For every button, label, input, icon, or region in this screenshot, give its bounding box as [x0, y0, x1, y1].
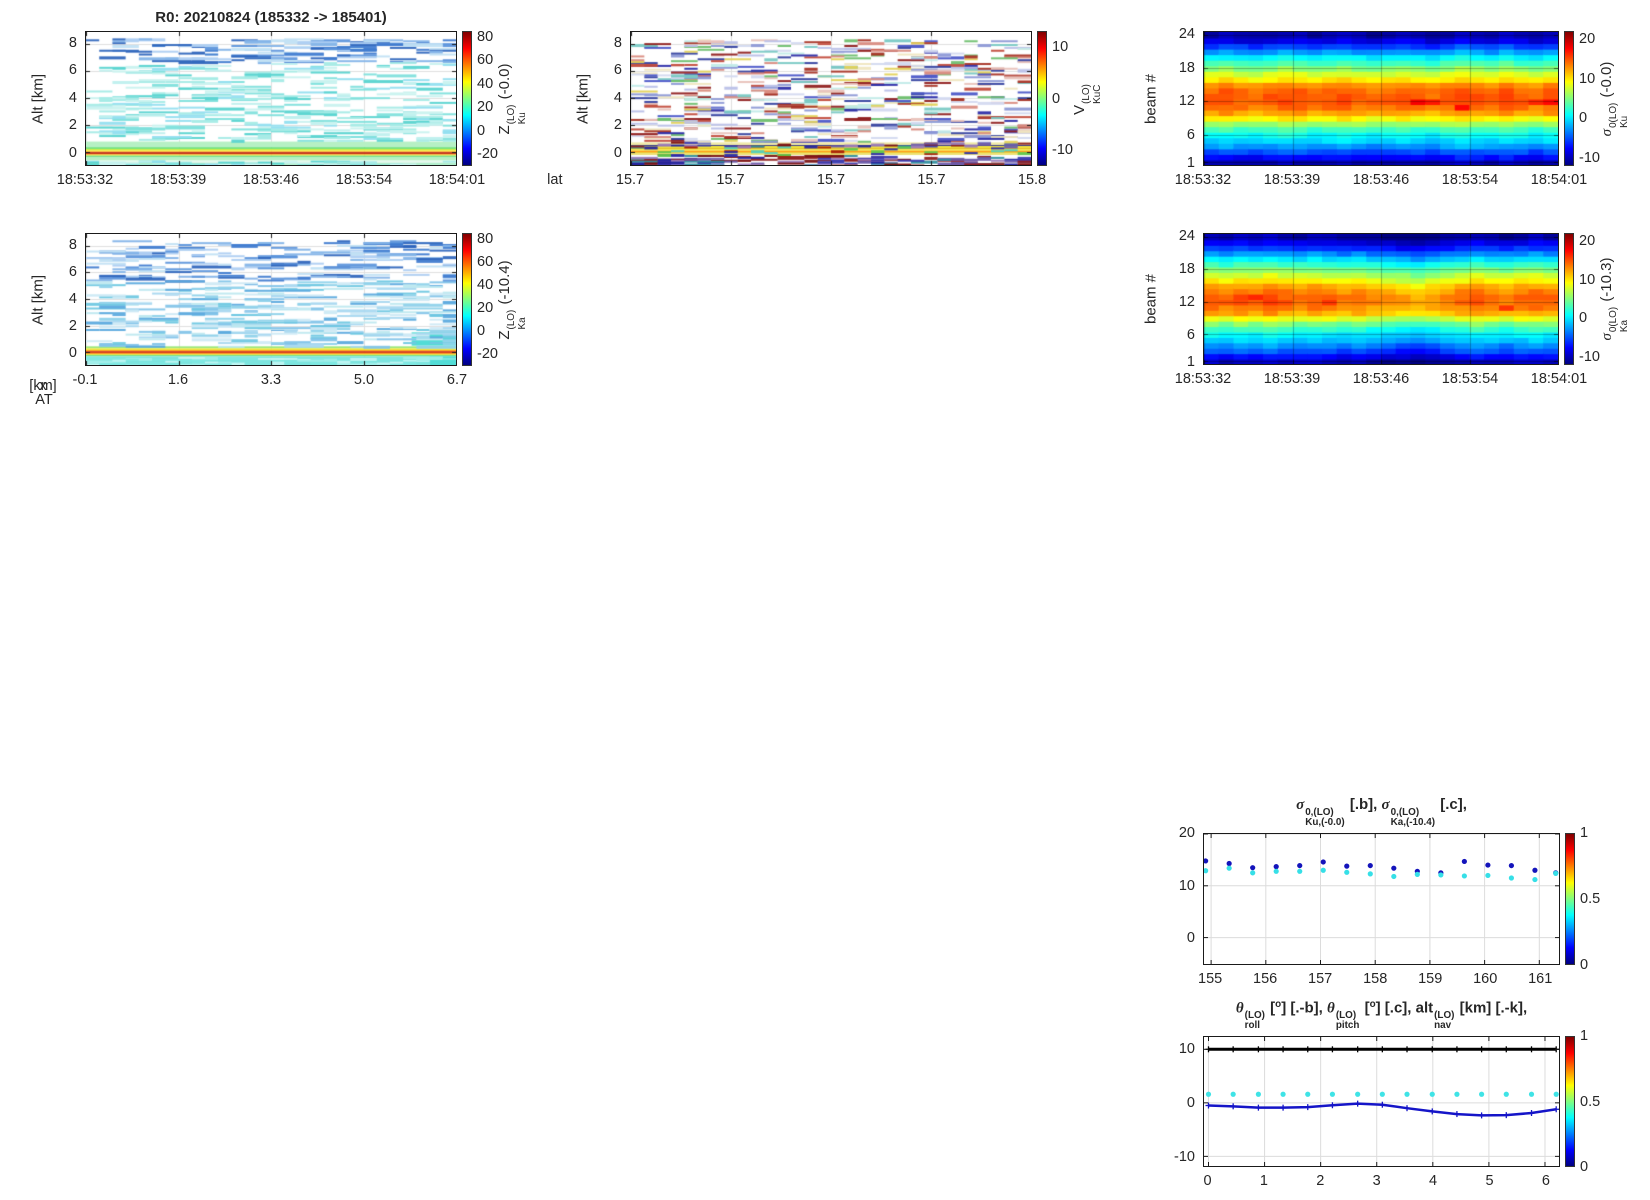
- doppler-velocity-canvas: [631, 32, 1031, 165]
- plot-area: [1203, 833, 1560, 965]
- y-tick-labels: 24 18 12 6 1: [1178, 25, 1195, 172]
- x-tick-labels: 18:53:32 18:53:39 18:53:46 18:53:54 18:54:01: [56, 172, 486, 188]
- plot-area: [1203, 233, 1559, 365]
- colorbar-tick-labels: 80 60 40 20 0 -20: [477, 230, 498, 363]
- colorbar: [462, 31, 472, 166]
- colorbar-tick-labels: 20 10 0 -10: [1579, 30, 1600, 167]
- plot-area: [85, 233, 457, 366]
- colorbar-label: Z (LO) Ka (-10.4): [496, 259, 528, 340]
- figure-title: R0: 20210824 (185332 -> 185401): [155, 9, 387, 26]
- panel-reflectivity-ku-time: R0: 20210824 (185332 -> 185401) Alt [km]…: [30, 9, 528, 188]
- x-tick-labels: 18:53:32 18:53:39 18:53:46 18:53:54 18:54:01: [1174, 371, 1588, 387]
- y-axis-label: beam #: [1142, 273, 1160, 325]
- colorbar-tick-labels: 1 0.5 0: [1580, 825, 1601, 973]
- plot-area: [1203, 31, 1559, 166]
- reflectivity-ku-canvas: [86, 32, 456, 165]
- panel-sigma0-scatter: σ 0,(LO) Ku,(-0.0) [.b], σ 0,(LO) Ka,(-10.4)…: [1179, 796, 1600, 987]
- colorbar: [1037, 31, 1047, 166]
- x-tick-labels: x AT [km] -0.1 1.6 3.3 5.0 6.7: [29, 372, 468, 408]
- colorbar: [462, 233, 472, 366]
- y-tick-labels: 24 18 12 6 1: [1178, 227, 1195, 371]
- y-tick-labels: 10 0 -10: [1174, 1040, 1195, 1166]
- x-axis-label: lat: [547, 172, 563, 188]
- sigma0-scatter-plot: [1204, 834, 1559, 964]
- plot-area: [85, 31, 457, 166]
- colorbar: [1564, 31, 1574, 166]
- colorbar: [1565, 1036, 1575, 1167]
- colorbar-label: V (LO) KuC: [1071, 83, 1103, 115]
- colorbar: [1565, 833, 1575, 965]
- reflectivity-ka-canvas: [86, 234, 456, 365]
- colorbar-label: σ 0(LO) Ku (-0.0): [1598, 61, 1630, 136]
- x-tick-labels: 155 156 157 158 159 160 161: [1198, 971, 1553, 987]
- chart-title: θ (LO) roll [o] [.-b], θ (LO) pitch [o] [.c]…: [1235, 998, 1528, 1031]
- chart-title: σ 0,(LO) Ku,(-0.0) [.b], σ 0,(LO) Ka,(-10.4)…: [1296, 796, 1467, 828]
- colorbar-label: σ 0(LO) Ka (-10.3): [1598, 257, 1630, 341]
- panel-sigma0-ku-beams: beam # 24 18 12 6 1 18:53:32 18:53:39 18:53:46…: [1143, 26, 1630, 188]
- attitude-lines-plot: [1204, 1037, 1559, 1166]
- panel-sigma0-ka-beams: beam # 24 18 12 6 1 18:53:32 18:53:39 18:53:46…: [1143, 228, 1630, 387]
- sigma0-ku-heatmap-canvas: [1204, 32, 1558, 165]
- sigma0-ka-heatmap-canvas: [1204, 234, 1558, 364]
- y-axis-label: beam #: [1142, 73, 1160, 124]
- x-tick-labels: lat 15.7 15.7 15.7 15.7 15.8: [547, 166, 1046, 190]
- colorbar-tick-labels: 10 0 -10: [1052, 38, 1073, 159]
- colorbar-tick-labels: 1 0.5 0: [1580, 1028, 1601, 1175]
- y-tick-labels: 20 10 0: [1178, 825, 1195, 947]
- plot-area: [630, 31, 1032, 166]
- plot-area: [1203, 1036, 1560, 1167]
- colorbar-tick-labels: 20 10 0 -10: [1579, 232, 1600, 366]
- colorbar: [1564, 233, 1574, 365]
- colorbar-tick-labels: 80 60 40 20 0 -20: [477, 28, 498, 163]
- colorbar-label: Z (LO) Ku (-0.0): [496, 63, 528, 134]
- panel-attitude-lines: θ (LO) roll [o] [.-b], θ (LO) pitch [o] [.c]…: [1174, 999, 1600, 1189]
- x-tick-labels: 18:53:32 18:53:39 18:53:46 18:53:54 18:54:01: [1174, 172, 1588, 188]
